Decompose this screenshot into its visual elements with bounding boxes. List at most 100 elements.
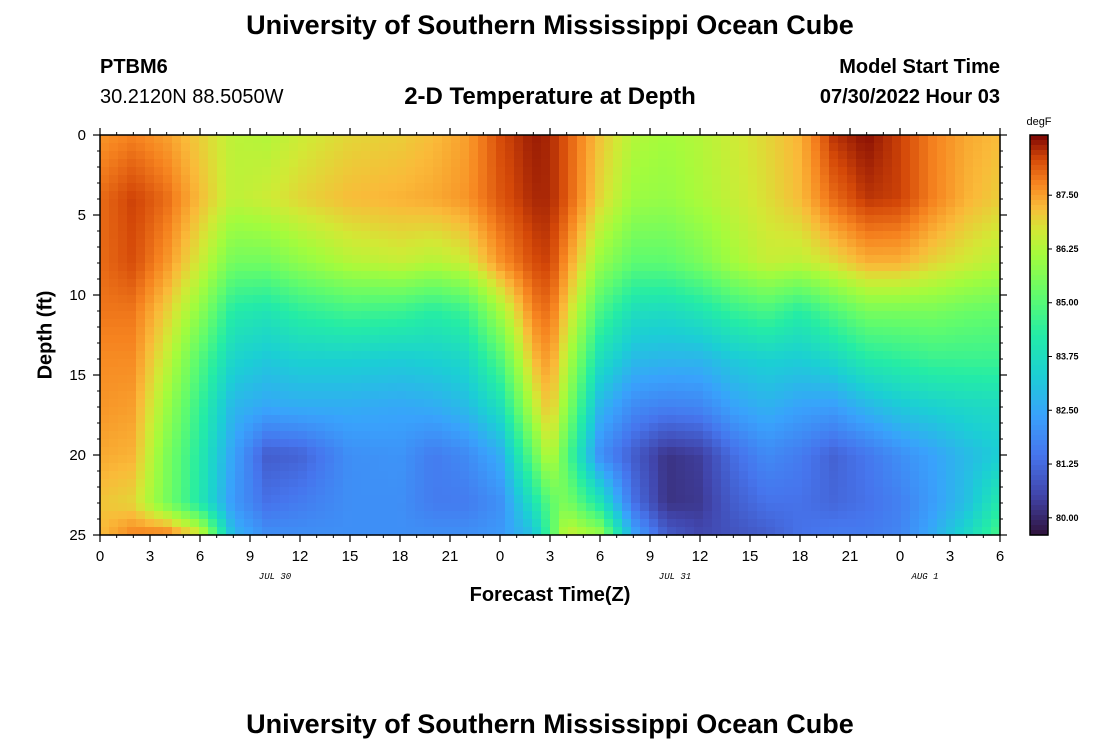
heatmap-cell xyxy=(757,247,767,256)
heatmap-cell xyxy=(793,271,803,280)
heatmap-cell xyxy=(226,351,236,360)
heatmap-cell xyxy=(703,271,713,280)
heatmap-cell xyxy=(982,279,992,288)
heatmap-cell xyxy=(694,303,704,312)
heatmap-cell xyxy=(469,455,479,464)
heatmap-cell xyxy=(388,447,398,456)
heatmap-cell xyxy=(379,167,389,176)
heatmap-cell xyxy=(136,343,146,352)
heatmap-cell xyxy=(613,279,623,288)
heatmap-cell xyxy=(667,135,677,144)
heatmap-cell xyxy=(496,311,506,320)
heatmap-cell xyxy=(586,175,596,184)
heatmap-cell xyxy=(316,215,326,224)
heatmap-cell xyxy=(415,391,425,400)
heatmap-cell xyxy=(469,423,479,432)
heatmap-cell xyxy=(550,255,560,264)
heatmap-cell xyxy=(622,383,632,392)
heatmap-cell xyxy=(640,183,650,192)
heatmap-cell xyxy=(154,351,164,360)
heatmap-cell xyxy=(109,279,119,288)
heatmap-cell xyxy=(658,263,668,272)
heatmap-cell xyxy=(775,255,785,264)
heatmap-cell xyxy=(640,431,650,440)
heatmap-cell xyxy=(379,415,389,424)
heatmap-cell xyxy=(892,279,902,288)
heatmap-cell xyxy=(793,255,803,264)
heatmap-cell xyxy=(847,199,857,208)
heatmap-cell xyxy=(847,479,857,488)
heatmap-cell xyxy=(505,199,515,208)
heatmap-cell xyxy=(262,367,272,376)
heatmap-cell xyxy=(262,295,272,304)
heatmap-cell xyxy=(739,199,749,208)
heatmap-cell xyxy=(280,471,290,480)
heatmap-cell xyxy=(829,295,839,304)
heatmap-cell xyxy=(478,279,488,288)
heatmap-cell xyxy=(523,199,533,208)
heatmap-cell xyxy=(667,295,677,304)
heatmap-cell xyxy=(478,311,488,320)
heatmap-cell xyxy=(154,191,164,200)
heatmap-cell xyxy=(235,231,245,240)
heatmap-cell xyxy=(397,511,407,520)
heatmap-cell xyxy=(262,447,272,456)
heatmap-cell xyxy=(559,215,569,224)
heatmap-cell xyxy=(424,335,434,344)
heatmap-cell xyxy=(568,159,578,168)
heatmap-cell xyxy=(505,263,515,272)
heatmap-cell xyxy=(505,455,515,464)
heatmap-cell xyxy=(334,383,344,392)
heatmap-cell xyxy=(865,399,875,408)
heatmap-cell xyxy=(334,183,344,192)
heatmap-cell xyxy=(622,495,632,504)
heatmap-cell xyxy=(946,511,956,520)
heatmap-cell xyxy=(433,367,443,376)
heatmap-cell xyxy=(163,271,173,280)
heatmap-cell xyxy=(676,167,686,176)
heatmap-cell xyxy=(811,391,821,400)
heatmap-cell xyxy=(757,455,767,464)
heatmap-cell xyxy=(721,223,731,232)
heatmap-cell xyxy=(505,247,515,256)
heatmap-cell xyxy=(307,247,317,256)
heatmap-cell xyxy=(721,287,731,296)
heatmap-cell xyxy=(307,255,317,264)
heatmap-cell xyxy=(649,255,659,264)
heatmap-cell xyxy=(685,399,695,408)
heatmap-cell xyxy=(658,391,668,400)
heatmap-cell xyxy=(442,431,452,440)
heatmap-cell xyxy=(631,503,641,512)
heatmap-cell xyxy=(208,511,218,520)
heatmap-cell xyxy=(370,511,380,520)
heatmap-cell xyxy=(397,239,407,248)
heatmap-cell xyxy=(847,399,857,408)
heatmap-cell xyxy=(361,223,371,232)
heatmap-cell xyxy=(559,287,569,296)
heatmap-cell xyxy=(478,295,488,304)
heatmap-cell xyxy=(649,527,659,536)
heatmap-cell xyxy=(595,495,605,504)
heatmap-cell xyxy=(343,207,353,216)
heatmap-cell xyxy=(568,279,578,288)
heatmap-cell xyxy=(190,167,200,176)
heatmap-cell xyxy=(667,175,677,184)
heatmap-cell xyxy=(658,271,668,280)
heatmap-cell xyxy=(316,383,326,392)
heatmap-cell xyxy=(577,159,587,168)
heatmap-cell xyxy=(127,487,137,496)
heatmap-cell xyxy=(721,375,731,384)
heatmap-cell xyxy=(568,455,578,464)
heatmap-cell xyxy=(487,391,497,400)
heatmap-cell xyxy=(469,167,479,176)
heatmap-cell xyxy=(100,407,110,416)
heatmap-cell xyxy=(757,287,767,296)
heatmap-cell xyxy=(631,255,641,264)
heatmap-cell xyxy=(154,255,164,264)
heatmap-cell xyxy=(694,439,704,448)
heatmap-cell xyxy=(145,167,155,176)
heatmap-cell xyxy=(532,423,542,432)
heatmap-cell xyxy=(523,343,533,352)
heatmap-cell xyxy=(460,191,470,200)
heatmap-cell xyxy=(478,527,488,536)
